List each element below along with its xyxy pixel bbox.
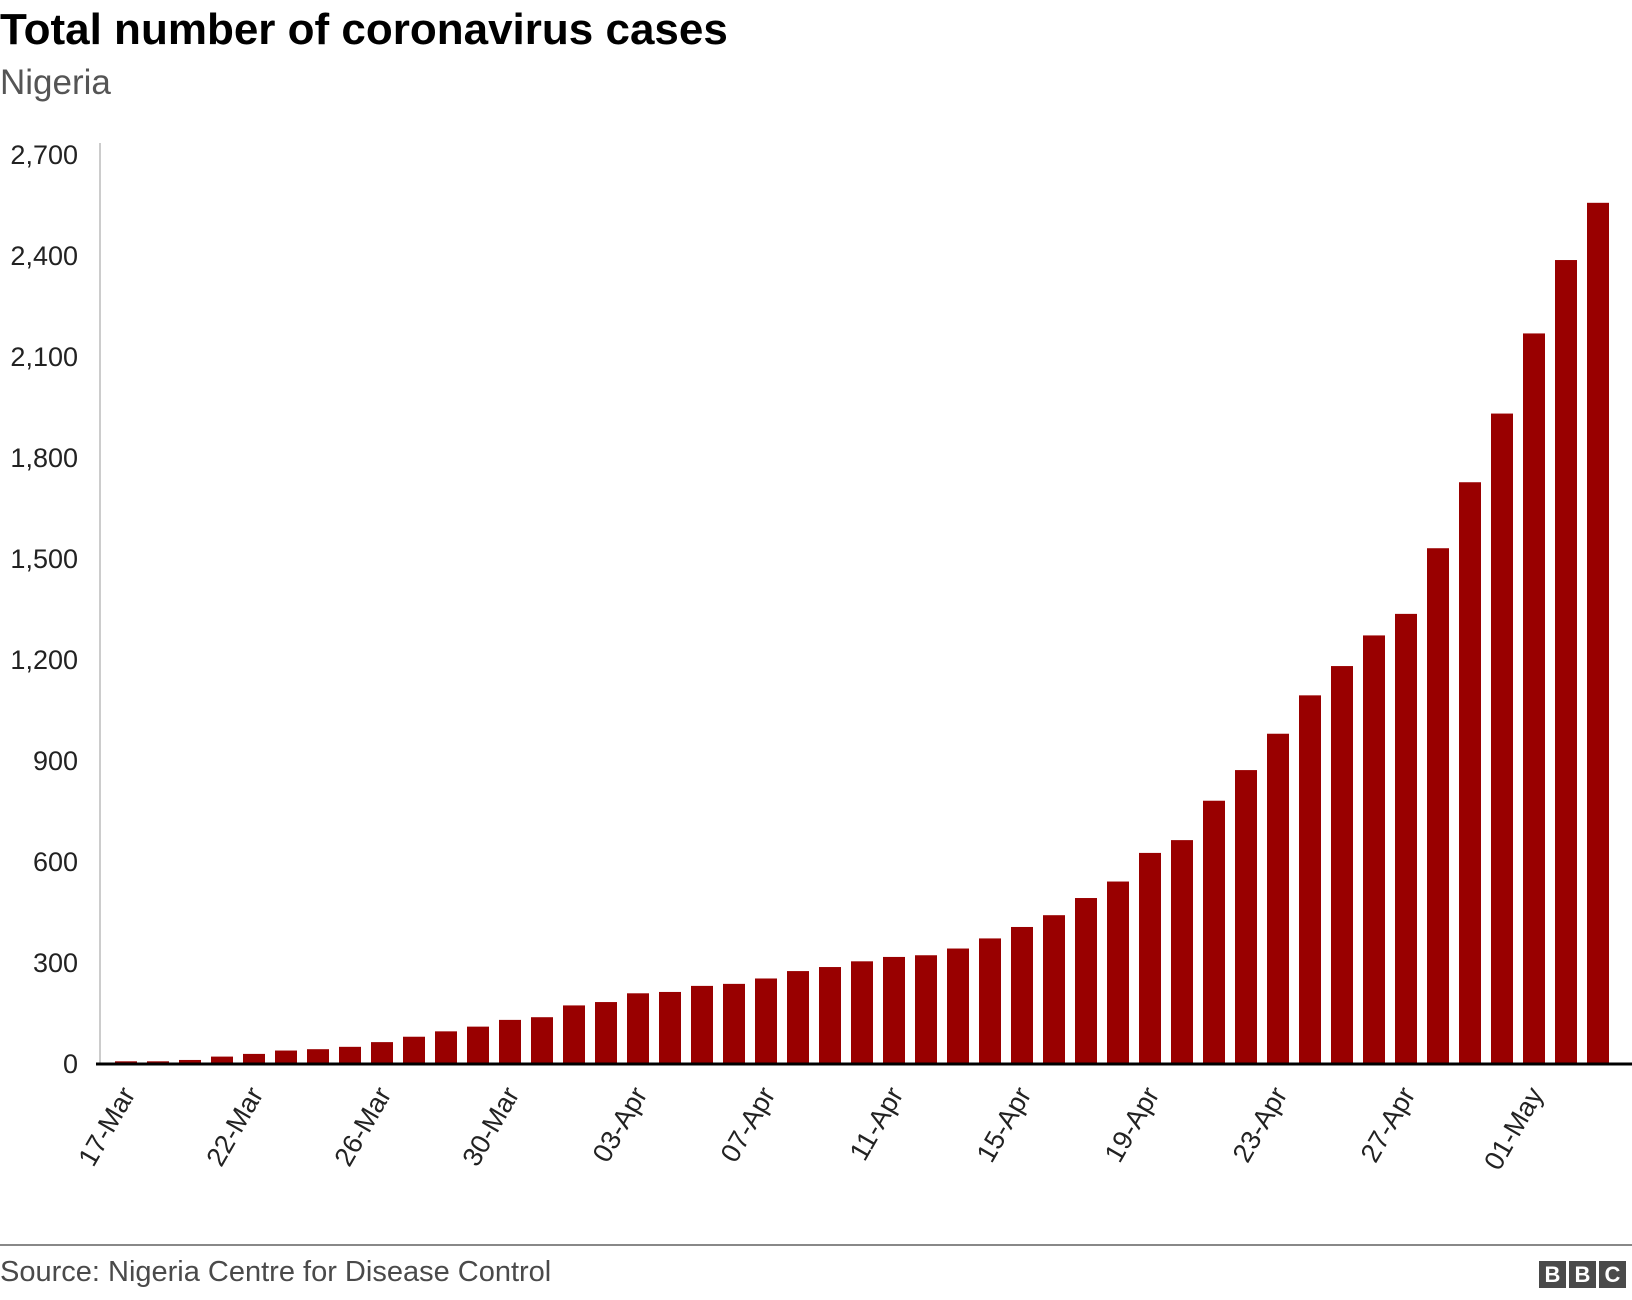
bar bbox=[1491, 413, 1513, 1064]
chart-title: Total number of coronavirus cases bbox=[0, 5, 728, 54]
bar bbox=[659, 991, 681, 1064]
x-tick-label: 11-Apr bbox=[844, 1082, 910, 1165]
bar bbox=[1459, 482, 1481, 1064]
bar bbox=[435, 1031, 457, 1064]
y-tick-label: 1,200 bbox=[10, 645, 78, 675]
x-tick-label: 23-Apr bbox=[1227, 1082, 1294, 1167]
bar bbox=[1363, 635, 1385, 1064]
bar bbox=[499, 1019, 521, 1064]
bar bbox=[1075, 898, 1097, 1064]
y-tick-label: 600 bbox=[33, 847, 78, 877]
bar bbox=[531, 1017, 553, 1064]
y-tick-label: 0 bbox=[63, 1049, 78, 1079]
bar bbox=[307, 1049, 329, 1064]
bar bbox=[723, 983, 745, 1064]
x-tick-label: 15-Apr bbox=[971, 1082, 1038, 1167]
bar bbox=[627, 993, 649, 1064]
y-tick-label: 2,700 bbox=[10, 140, 78, 170]
bar bbox=[563, 1005, 585, 1064]
source-note: Source: Nigeria Centre for Disease Contr… bbox=[0, 1256, 552, 1288]
bbc-logo-c: C bbox=[1599, 1261, 1626, 1288]
bar bbox=[1043, 915, 1065, 1064]
bar bbox=[1555, 260, 1577, 1064]
bar bbox=[1267, 733, 1289, 1064]
bar bbox=[243, 1053, 265, 1064]
bars bbox=[115, 202, 1609, 1065]
y-tick-label: 900 bbox=[33, 746, 78, 776]
bar bbox=[1011, 926, 1033, 1064]
y-tick-label: 2,400 bbox=[10, 241, 78, 271]
bar bbox=[275, 1050, 297, 1064]
bar bbox=[403, 1036, 425, 1064]
bar bbox=[851, 961, 873, 1064]
bar bbox=[211, 1056, 233, 1064]
bar bbox=[915, 955, 937, 1064]
bar bbox=[1523, 333, 1545, 1064]
bar bbox=[787, 971, 809, 1064]
x-tick-label: 19-Apr bbox=[1099, 1082, 1166, 1167]
bar bbox=[947, 948, 969, 1064]
bar bbox=[1331, 666, 1353, 1064]
y-tick-label: 1,500 bbox=[10, 544, 78, 574]
bar bbox=[1395, 613, 1417, 1064]
x-axis: 17-Mar 22-Mar 26-Mar 30-Mar 03-Apr 07-Apr 11-A… bbox=[72, 1062, 1632, 1175]
bbc-logo: B B C bbox=[1539, 1261, 1626, 1288]
bar bbox=[371, 1042, 393, 1064]
x-tick-label: 01-May bbox=[1478, 1082, 1549, 1175]
bar bbox=[819, 967, 841, 1064]
x-tick-label: 03-Apr bbox=[587, 1082, 654, 1167]
y-tick-label: 1,800 bbox=[10, 443, 78, 473]
bar bbox=[467, 1026, 489, 1064]
x-tick-label: 26-Mar bbox=[328, 1082, 397, 1171]
bar bbox=[1171, 840, 1193, 1064]
bar-chart: 0 300 600 900 1,200 1,500 1,800 2,100 2,400 2,700… bbox=[10, 140, 1632, 1175]
y-tick-label: 2,100 bbox=[10, 342, 78, 372]
bar bbox=[883, 956, 905, 1064]
x-tick-label: 17-Mar bbox=[72, 1082, 141, 1171]
bar bbox=[339, 1046, 361, 1064]
bar bbox=[1107, 881, 1129, 1064]
y-axis: 0 300 600 900 1,200 1,500 1,800 2,100 2,400 2,700 bbox=[10, 140, 101, 1079]
footer-divider bbox=[0, 1244, 1632, 1246]
bar bbox=[755, 978, 777, 1064]
x-tick-label: 22-Mar bbox=[200, 1082, 269, 1171]
x-tick-label: 07-Apr bbox=[715, 1082, 782, 1167]
bar bbox=[1235, 770, 1257, 1064]
bbc-logo-b2: B bbox=[1569, 1261, 1596, 1288]
bar bbox=[691, 985, 713, 1064]
bar bbox=[1299, 695, 1321, 1064]
x-tick-label: 30-Mar bbox=[456, 1082, 525, 1171]
bar bbox=[179, 1059, 201, 1064]
bar bbox=[1139, 852, 1161, 1064]
chart-subtitle: Nigeria bbox=[0, 63, 111, 102]
bar bbox=[1203, 800, 1225, 1064]
y-tick-label: 300 bbox=[33, 948, 78, 978]
bar bbox=[595, 1002, 617, 1064]
x-tick-label: 27-Apr bbox=[1355, 1082, 1422, 1167]
bbc-logo-b1: B bbox=[1539, 1261, 1566, 1288]
bar bbox=[1587, 202, 1609, 1065]
bar bbox=[979, 938, 1001, 1064]
bar bbox=[1427, 548, 1449, 1064]
